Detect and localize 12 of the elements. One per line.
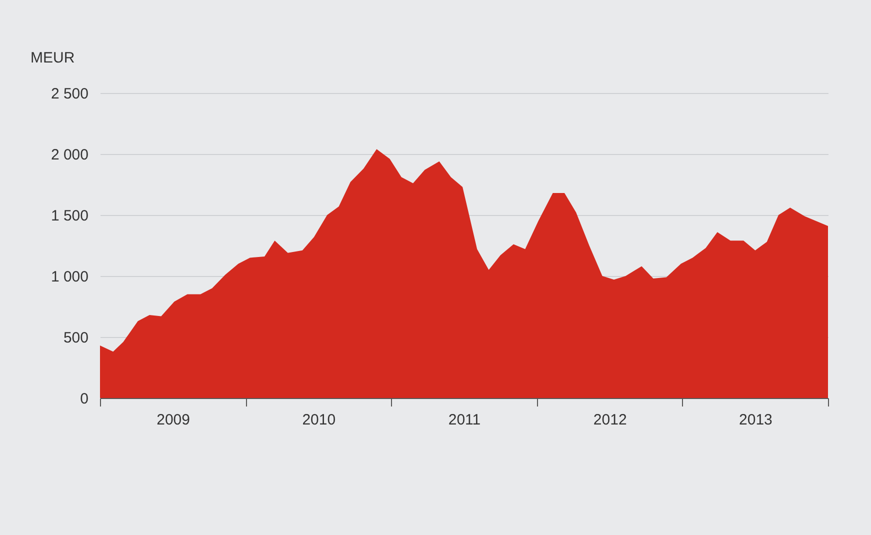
x-tick-label: 2012: [593, 412, 627, 428]
y-tick-label: 2 500: [50, 86, 88, 102]
x-tick-label: 2013: [739, 412, 772, 428]
x-tick-label: 2009: [156, 412, 190, 428]
y-tick-label: 500: [63, 330, 88, 346]
y-tick-label: 2 000: [50, 146, 88, 164]
x-tick-label: 2010: [302, 412, 336, 428]
y-tick-label: 1 000: [50, 268, 88, 286]
y-tick-label: 0: [80, 390, 88, 408]
y-tick-label: 1 500: [50, 208, 88, 224]
y-axis-title: MEUR: [30, 50, 75, 66]
x-tick-label: 2011: [448, 412, 481, 428]
